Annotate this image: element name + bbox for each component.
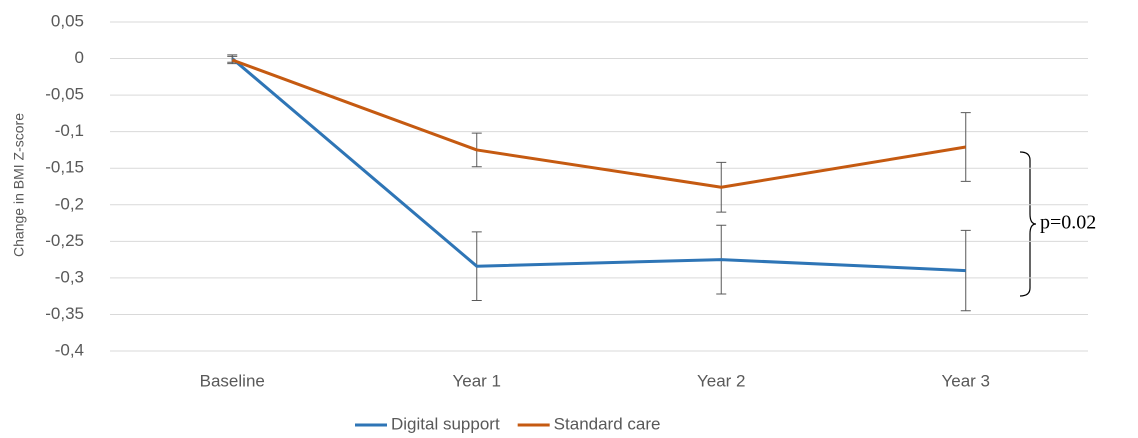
y-tick-label: -0,15 [45,158,84,177]
x-tick-label: Year 3 [941,371,990,390]
annotation: p=0.02 [1040,212,1096,234]
legend-label: Standard care [554,414,661,433]
data-line [231,58,966,189]
y-tick-label: -0,1 [55,121,84,140]
legend-label: Digital support [391,414,500,433]
y-tick-label: -0,05 [45,85,84,104]
y-tick-label: -0,3 [55,267,84,286]
y-tick-label: -0,4 [55,340,84,359]
x-tick-label: Year 2 [697,371,746,390]
x-tick-label: Year 1 [452,371,501,390]
bracket [1019,151,1037,297]
y-tick-label: 0 [75,48,84,67]
y-tick-label: 0,05 [51,11,84,30]
data-line [231,57,966,273]
y-tick-label: -0,2 [55,194,84,213]
y-tick-label: -0,35 [45,304,84,323]
error-bar [960,229,971,312]
y-tick-label: -0,25 [45,231,84,250]
y-axis-label: Change in BMI Z-score [11,113,27,257]
x-tick-label: Baseline [200,371,265,390]
